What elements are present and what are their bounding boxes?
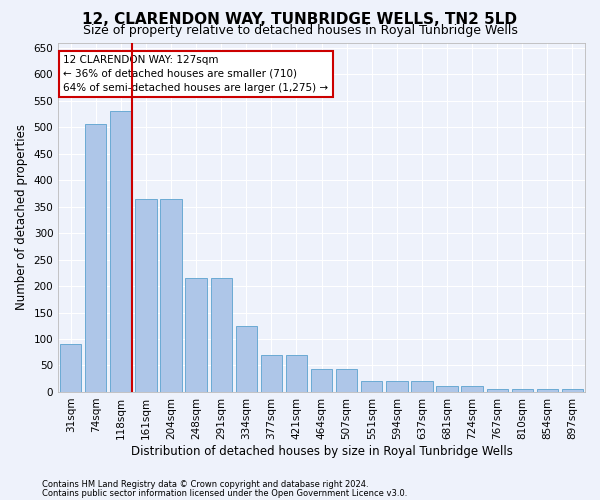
Bar (311, 369, 332, 392)
Bar (436, 386, 458, 392)
Bar (487, 390, 508, 392)
Y-axis label: Number of detached properties: Number of detached properties (15, 124, 28, 310)
Bar (211, 278, 232, 392)
Bar (512, 390, 533, 392)
Text: 12 CLARENDON WAY: 127sqm
← 36% of detached houses are smaller (710)
64% of semi-: 12 CLARENDON WAY: 127sqm ← 36% of detach… (64, 54, 329, 92)
Text: Contains public sector information licensed under the Open Government Licence v3: Contains public sector information licen… (42, 488, 407, 498)
Bar (386, 382, 407, 392)
Text: 12, CLARENDON WAY, TUNBRIDGE WELLS, TN2 5LD: 12, CLARENDON WAY, TUNBRIDGE WELLS, TN2 … (83, 12, 517, 28)
Bar (562, 389, 583, 392)
Text: Contains HM Land Registry data © Crown copyright and database right 2024.: Contains HM Land Registry data © Crown c… (42, 480, 368, 489)
Bar (461, 386, 483, 392)
Bar (537, 389, 558, 392)
Bar (160, 198, 182, 392)
Bar (110, 112, 131, 392)
Bar (236, 326, 257, 392)
Bar (361, 382, 382, 392)
Bar (136, 198, 157, 392)
X-axis label: Distribution of detached houses by size in Royal Tunbridge Wells: Distribution of detached houses by size … (131, 444, 512, 458)
Text: Size of property relative to detached houses in Royal Tunbridge Wells: Size of property relative to detached ho… (83, 24, 517, 37)
Bar (336, 369, 358, 392)
Bar (60, 344, 82, 392)
Bar (185, 278, 207, 392)
Bar (261, 355, 282, 392)
Bar (411, 382, 433, 392)
Bar (286, 355, 307, 392)
Bar (85, 124, 106, 392)
